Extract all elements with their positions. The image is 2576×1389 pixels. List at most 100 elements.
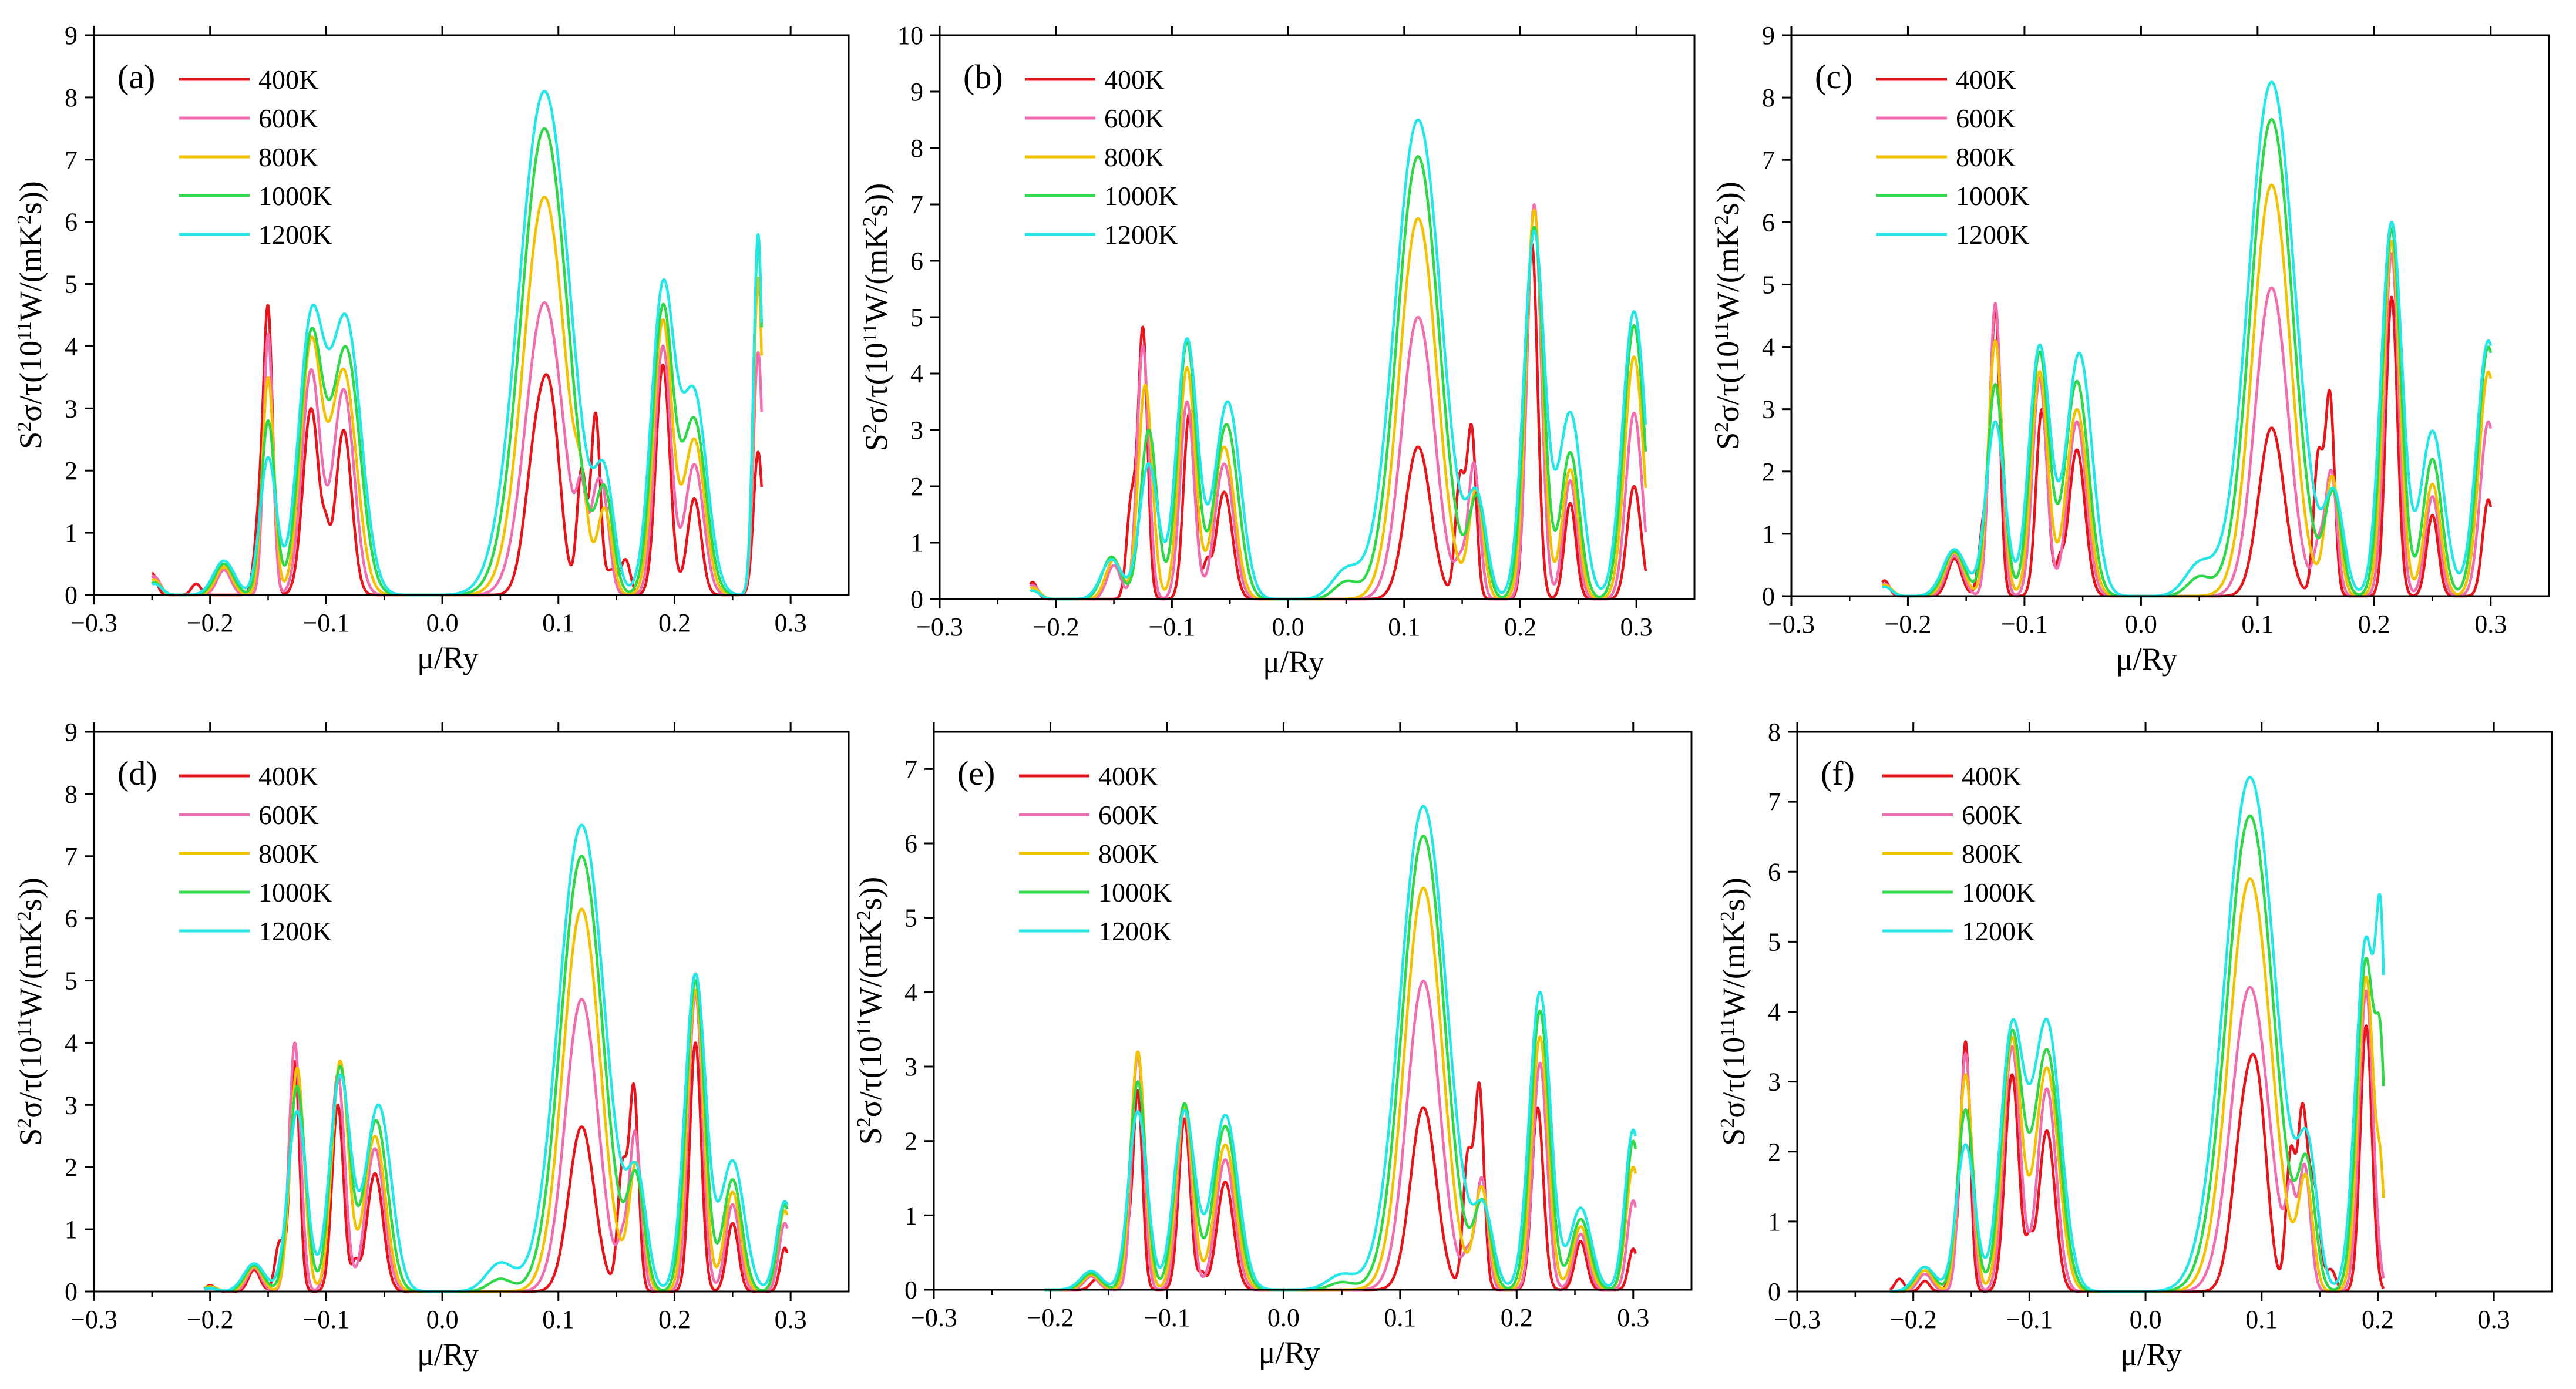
y-tick-label: 9 <box>1762 21 1775 50</box>
y-tick-label: 0 <box>1762 582 1775 611</box>
x-tick-label: −0.3 <box>1768 610 1815 638</box>
legend-label: 800K <box>258 839 318 869</box>
x-tick-label: −0.3 <box>1774 1305 1821 1334</box>
x-tick-label: 0.3 <box>2474 610 2507 638</box>
chart-panel-d: −0.3 −0.2 −0.1 0.0 0.1 0.2 0.3 0 1 2 3 4 5 6 7 8 9 μ/Ry S2… <box>13 718 850 1372</box>
x-tick-label: 0.3 <box>775 1305 807 1334</box>
series-line-1000K <box>151 127 763 597</box>
y-tick-label: 5 <box>904 904 917 933</box>
x-tick-label: 0.2 <box>2362 1305 2394 1334</box>
y-tick-label: 1 <box>910 529 923 557</box>
y-tick-label: 4 <box>65 1028 78 1057</box>
x-tick-label: 0.1 <box>542 1305 574 1334</box>
chart-panel-e: −0.3 −0.2 −0.1 0.0 0.1 0.2 0.3 0 1 2 3 4 5 6 7 μ/Ry S2σ/… <box>853 722 1693 1370</box>
y-tick-label: 5 <box>1768 927 1781 956</box>
y-tick-label: 0 <box>65 1277 78 1306</box>
y-tick-label: 9 <box>65 21 78 50</box>
x-tick-label: 0.1 <box>2241 610 2274 638</box>
x-tick-label: −0.2 <box>1033 613 1080 641</box>
panel-label: (d) <box>117 754 157 792</box>
y-tick-label: 7 <box>1762 146 1775 174</box>
y-tick-label: 4 <box>65 332 78 361</box>
x-tick-label: 0.2 <box>658 608 691 637</box>
x-tick-label: 0.0 <box>426 1305 459 1334</box>
x-tick-label: 0.3 <box>2478 1305 2510 1334</box>
y-tick-label: 2 <box>904 1127 917 1156</box>
x-tick-label: −0.2 <box>1885 610 1932 638</box>
y-tick-label: 3 <box>1768 1068 1781 1097</box>
y-tick-label: 4 <box>910 359 923 388</box>
series-line-800K <box>151 196 763 597</box>
series-line-1000K <box>1044 835 1637 1292</box>
y-tick-label: 3 <box>65 1091 78 1119</box>
y-tick-label: 2 <box>910 472 923 501</box>
x-tick-label: 0.0 <box>2125 610 2157 638</box>
y-tick-label: 5 <box>65 270 78 299</box>
y-tick-label: 4 <box>904 978 917 1007</box>
legend-label: 1200K <box>1962 916 2035 946</box>
legend-label: 400K <box>1098 761 1158 791</box>
x-tick-label: 0.1 <box>2245 1305 2278 1334</box>
x-tick-label: 0.0 <box>1267 1303 1300 1332</box>
x-tick-label: −0.1 <box>1144 1303 1191 1332</box>
y-tick-label: 2 <box>65 1153 78 1182</box>
series-line-1200K <box>203 823 789 1293</box>
x-tick-label: 0.0 <box>426 608 459 637</box>
y-tick-label: 2 <box>1768 1138 1781 1166</box>
y-tick-label: 10 <box>897 21 923 50</box>
y-tick-label: 7 <box>1768 788 1781 816</box>
plot-frame <box>93 34 850 596</box>
x-tick-label: 0.0 <box>2130 1305 2162 1334</box>
x-axis-label: μ/Ry <box>2116 641 2178 677</box>
y-tick-label: 2 <box>65 456 78 485</box>
x-tick-label: −0.2 <box>1890 1305 1937 1334</box>
y-tick-label: 8 <box>1768 718 1781 746</box>
legend-label: 600K <box>1956 103 2016 133</box>
y-tick-label: 7 <box>910 190 923 219</box>
y-tick-label: 8 <box>65 780 78 809</box>
chart-panel-f: −0.3 −0.2 −0.1 0.0 0.1 0.2 0.3 0 1 2 3 4 5 6 7 8 μ/Ry S2σ… <box>1716 718 2553 1372</box>
y-axis-label: S2σ/τ(1011W/(mK2s)) <box>1710 181 1746 450</box>
y-axis-label: S2σ/τ(1011W/(mK2s)) <box>853 877 888 1145</box>
x-tick-label: −0.3 <box>70 1305 117 1334</box>
panel-label: (c) <box>1815 58 1852 96</box>
chart-panel-a: −0.3 −0.2 −0.1 0.0 0.1 0.2 0.3 0 1 2 3 4 5 6 7 8 9 μ/Ry S2… <box>13 21 850 675</box>
x-tick-label: 0.1 <box>1388 613 1420 641</box>
legend-label: 800K <box>1956 142 2016 172</box>
legend-label: 600K <box>258 800 318 830</box>
y-tick-label: 5 <box>1762 270 1775 299</box>
x-tick-label: 0.2 <box>1501 1303 1533 1332</box>
y-tick-label: 6 <box>904 829 917 858</box>
legend-label: 800K <box>258 142 318 172</box>
y-tick-label: 6 <box>1762 208 1775 237</box>
y-tick-label: 8 <box>65 83 78 112</box>
plot-frame <box>93 731 850 1293</box>
x-tick-label: 0.1 <box>542 608 574 637</box>
series-line-800K <box>1029 208 1647 601</box>
x-tick-label: 0.1 <box>1384 1303 1416 1332</box>
x-tick-label: −0.3 <box>910 1303 957 1332</box>
legend-label: 1000K <box>1962 877 2035 907</box>
y-tick-label: 6 <box>65 904 78 933</box>
x-axis-label: μ/Ry <box>417 1337 479 1372</box>
series-line-1200K <box>151 90 763 597</box>
y-tick-label: 6 <box>910 247 923 275</box>
plot-frame <box>933 731 1693 1291</box>
legend-label: 1200K <box>258 916 332 946</box>
legend-label: 1200K <box>1104 220 1178 250</box>
panel-label: (a) <box>117 58 155 96</box>
x-axis-label: μ/Ry <box>2120 1337 2182 1372</box>
y-axis-label: S2σ/τ(1011W/(mK2s)) <box>13 181 48 449</box>
y-tick-label: 5 <box>910 303 923 332</box>
legend-label: 400K <box>1956 65 2016 95</box>
series-line-1200K <box>1044 805 1637 1292</box>
series-line-600K <box>1029 203 1647 601</box>
y-tick-label: 8 <box>910 134 923 163</box>
legend-label: 600K <box>1104 103 1164 133</box>
legend-label: 1000K <box>1956 181 2029 211</box>
legend-label: 400K <box>1962 761 2022 791</box>
y-tick-label: 6 <box>1768 857 1781 886</box>
y-tick-label: 2 <box>1762 458 1775 486</box>
x-tick-label: 0.3 <box>775 608 807 637</box>
legend-label: 800K <box>1104 142 1164 172</box>
